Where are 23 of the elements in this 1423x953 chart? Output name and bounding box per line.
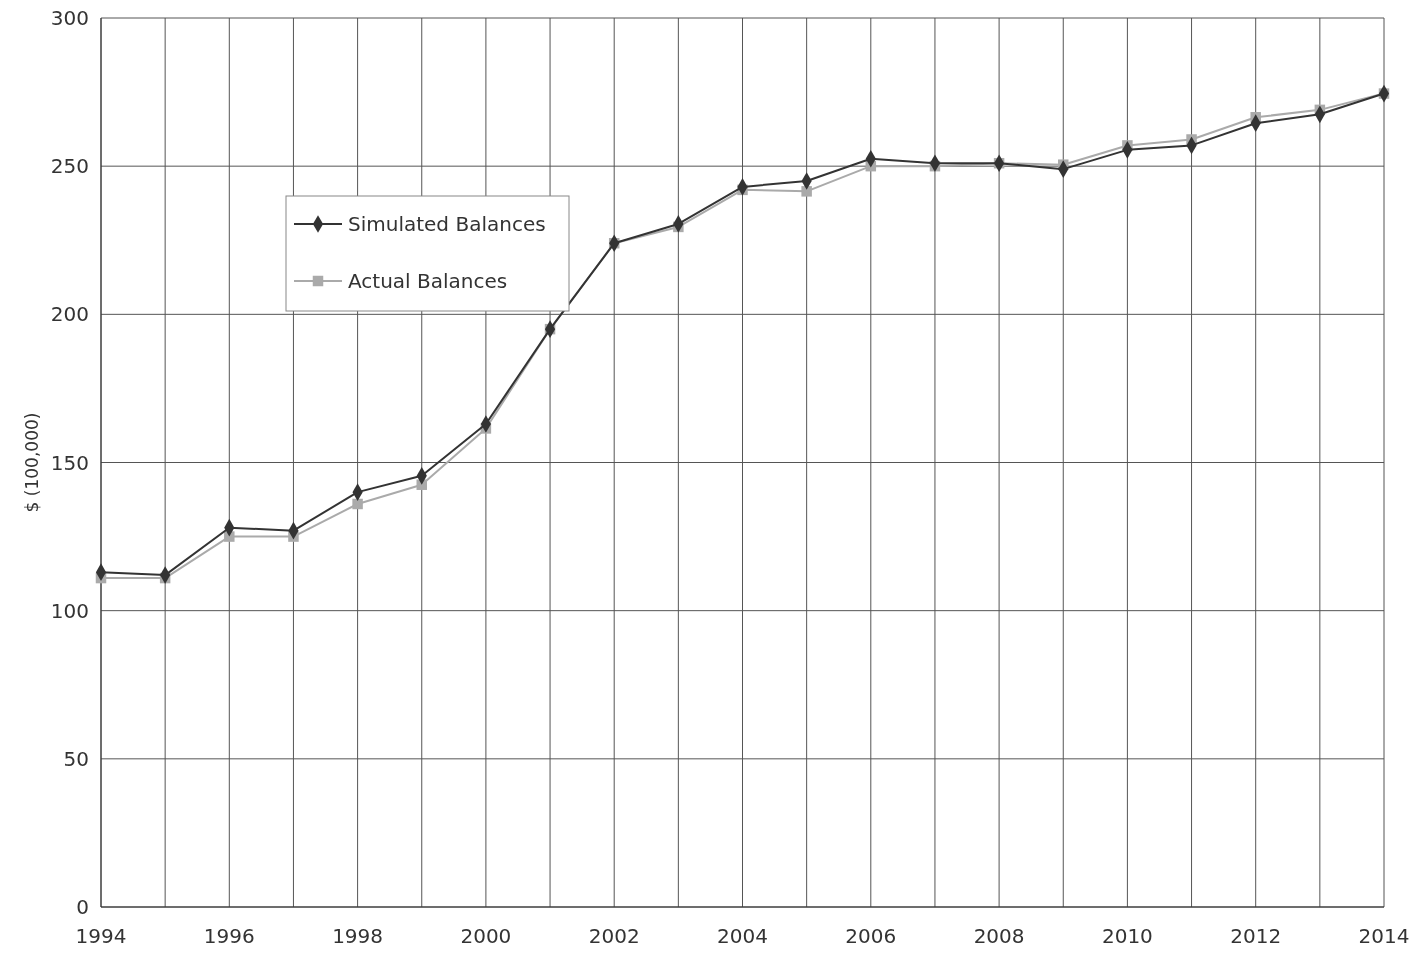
y-tick-label: 100 bbox=[50, 598, 89, 623]
y-tick-label: 200 bbox=[50, 302, 89, 327]
y-tick-label: 50 bbox=[63, 746, 89, 771]
x-tick-label: 2014 bbox=[1358, 924, 1410, 948]
legend-label: Simulated Balances bbox=[348, 212, 546, 236]
x-tick-label: 2006 bbox=[845, 924, 897, 948]
legend-label: Actual Balances bbox=[348, 269, 508, 293]
x-tick-label: 2002 bbox=[588, 924, 640, 948]
x-tick-label: 2004 bbox=[717, 924, 768, 948]
y-tick-label: 0 bbox=[76, 895, 89, 919]
x-tick-label: 2010 bbox=[1101, 924, 1153, 948]
y-tick-label: 300 bbox=[50, 6, 89, 30]
x-tick-label: 1996 bbox=[203, 924, 255, 948]
x-tick-label: 2000 bbox=[460, 924, 512, 948]
y-tick-label: 250 bbox=[50, 154, 89, 179]
x-tick-label: 1994 bbox=[75, 924, 127, 948]
x-tick-label: 2008 bbox=[973, 924, 1025, 948]
point bbox=[352, 498, 363, 510]
x-tick-label: 1998 bbox=[332, 924, 384, 948]
y-tick-label: 150 bbox=[50, 450, 89, 475]
x-tick-label: 2012 bbox=[1230, 924, 1282, 948]
y-axis-title: $ (100,000) bbox=[22, 412, 42, 513]
point bbox=[801, 186, 812, 197]
